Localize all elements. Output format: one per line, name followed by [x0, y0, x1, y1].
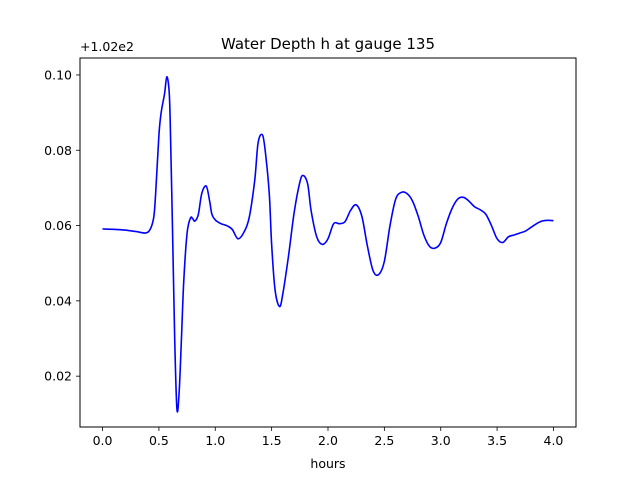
y-tick-label: 0.10 [44, 67, 72, 82]
x-tick-label: 3.0 [431, 433, 451, 448]
x-tick-label: 0.5 [149, 433, 169, 448]
plot-frame [79, 57, 577, 428]
x-axis: 0.0 0.5 1.0 1.5 2.0 2.5 3.0 3.5 4.0 [93, 427, 564, 448]
x-tick-label: 4.0 [544, 433, 564, 448]
y-tick-label: 0.06 [44, 218, 72, 233]
y-axis: 0.02 0.04 0.06 0.08 0.10 [44, 67, 80, 384]
x-tick-label: 1.0 [205, 433, 225, 448]
x-tick-label: 2.0 [318, 433, 338, 448]
y-tick-label: 0.04 [44, 293, 72, 308]
y-offset-label: +1.02e2 [80, 39, 134, 54]
chart-title: Water Depth h at gauge 135 [221, 35, 435, 53]
x-tick-label: 0.0 [93, 433, 113, 448]
x-axis-label: hours [310, 456, 345, 471]
x-tick-label: 1.5 [262, 433, 282, 448]
x-tick-label: 2.5 [374, 433, 394, 448]
x-tick-label: 3.5 [487, 433, 507, 448]
y-tick-label: 0.02 [44, 369, 72, 384]
series-line-1 [102, 76, 554, 413]
y-tick-label: 0.08 [44, 143, 72, 158]
plot-area [102, 76, 554, 413]
